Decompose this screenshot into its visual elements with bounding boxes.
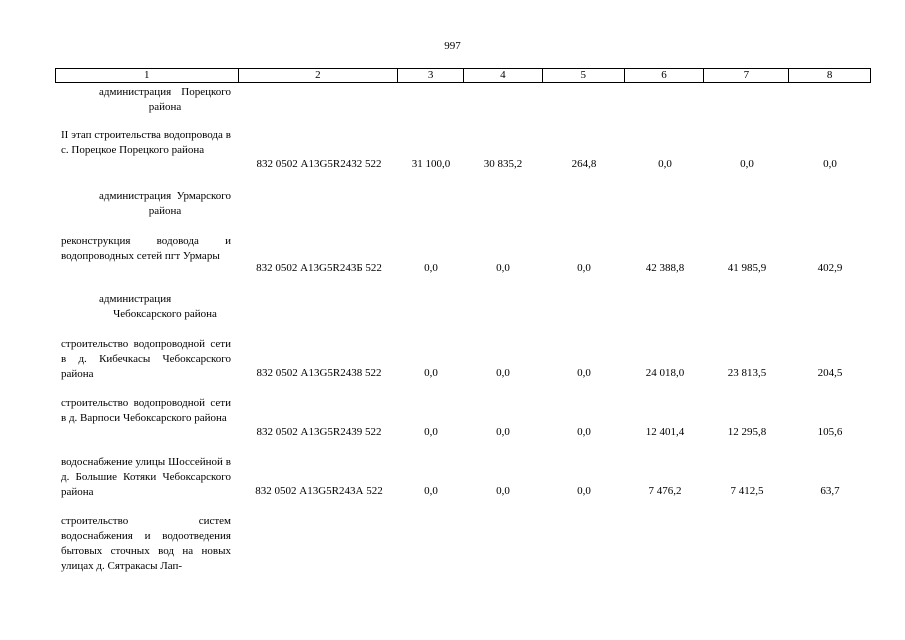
header-col-1: 1 bbox=[144, 69, 150, 81]
org-name: администрация Чебоксарского района bbox=[99, 293, 217, 320]
header-col-7: 7 bbox=[703, 69, 788, 82]
value-col-7: 23 813,5 bbox=[727, 367, 767, 379]
budget-code: 832 0502 А13G5R2438 522 bbox=[256, 367, 382, 379]
value-col-4: 0,0 bbox=[496, 367, 510, 379]
value-col-3: 0,0 bbox=[424, 426, 438, 438]
table-header: 1 2 3 4 5 6 7 8 bbox=[55, 68, 871, 83]
item-description: реконструкция водовода и водопроводных с… bbox=[61, 235, 231, 262]
page-number: 997 bbox=[444, 40, 461, 52]
value-col-3: 31 100,0 bbox=[411, 158, 451, 170]
value-col-6: 0,0 bbox=[658, 158, 672, 170]
budget-code: 832 0502 А13G5R2432 522 bbox=[256, 158, 382, 170]
value-col-5: 264,8 bbox=[571, 158, 597, 170]
budget-code: 832 0502 А13G5R2439 522 bbox=[256, 426, 382, 438]
value-col-5: 0,0 bbox=[577, 485, 591, 497]
value-col-6: 12 401,4 bbox=[645, 426, 685, 438]
org-name: администрация Урмарского района bbox=[99, 190, 231, 217]
value-col-7: 41 985,9 bbox=[727, 262, 767, 274]
header-col-5: 5 bbox=[541, 69, 624, 82]
item-description: II этап строительства водопровода в с. П… bbox=[61, 129, 231, 156]
value-col-8: 402,9 bbox=[817, 262, 843, 274]
budget-code: 832 0502 А13G5R243А 522 bbox=[255, 485, 383, 497]
value-col-4: 30 835,2 bbox=[483, 158, 523, 170]
value-col-6: 42 388,8 bbox=[645, 262, 685, 274]
value-col-5: 0,0 bbox=[577, 367, 591, 379]
value-col-3: 0,0 bbox=[424, 262, 438, 274]
value-col-5: 0,0 bbox=[577, 262, 591, 274]
value-col-6: 24 018,0 bbox=[645, 367, 685, 379]
header-col-4: 4 bbox=[463, 69, 542, 82]
value-col-3: 0,0 bbox=[424, 367, 438, 379]
value-col-8: 63,7 bbox=[820, 485, 840, 497]
value-col-7: 0,0 bbox=[740, 158, 754, 170]
budget-code: 832 0502 А13G5R243Б 522 bbox=[256, 262, 382, 274]
item-description: строительство водопроводной сети в д. Ки… bbox=[61, 338, 231, 380]
value-col-8: 0,0 bbox=[823, 158, 837, 170]
header-col-8: 8 bbox=[788, 69, 870, 82]
value-col-6: 7 476,2 bbox=[648, 485, 682, 497]
value-col-5: 0,0 bbox=[577, 426, 591, 438]
item-description: строительство систем водоснабжения и вод… bbox=[61, 515, 231, 572]
value-col-8: 105,6 bbox=[817, 426, 843, 438]
header-col-6: 6 bbox=[623, 69, 704, 82]
header-col-2: 2 bbox=[237, 69, 398, 82]
header-col-3: 3 bbox=[397, 69, 463, 82]
value-col-3: 0,0 bbox=[424, 485, 438, 497]
value-col-4: 0,0 bbox=[496, 485, 510, 497]
value-col-4: 0,0 bbox=[496, 426, 510, 438]
value-col-7: 7 412,5 bbox=[730, 485, 764, 497]
item-description: водоснабжение улицы Шоссейной в д. Больш… bbox=[61, 456, 231, 498]
org-name: администрация Порецкого района bbox=[99, 86, 231, 113]
value-col-8: 204,5 bbox=[817, 367, 843, 379]
value-col-4: 0,0 bbox=[496, 262, 510, 274]
value-col-7: 12 295,8 bbox=[727, 426, 767, 438]
item-description: строительство водопроводной сети в д. Ва… bbox=[61, 397, 231, 424]
